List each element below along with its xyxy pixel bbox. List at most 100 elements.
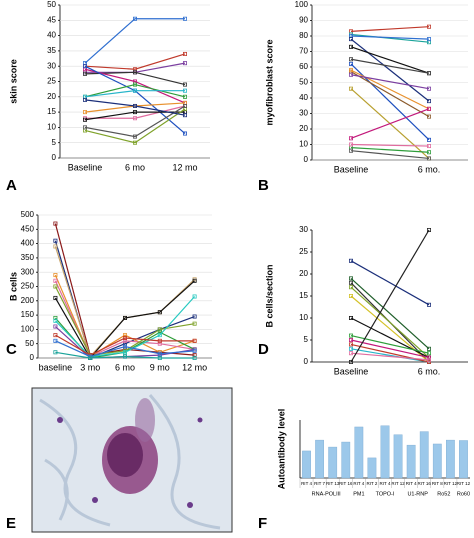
- point: [132, 82, 137, 87]
- y-tick-label: 25: [299, 247, 308, 256]
- bar: [432, 443, 442, 479]
- bar: [406, 444, 416, 479]
- series-line: [350, 348, 430, 363]
- y-tick-label: 50: [25, 339, 34, 348]
- series-line: [350, 147, 430, 153]
- x-tick-label: RIT 4: [301, 481, 312, 486]
- point: [53, 295, 58, 300]
- series-line: [84, 68, 186, 104]
- group-label: Ro52: [437, 491, 450, 497]
- x-tick-label: RIT 4: [380, 481, 391, 486]
- point: [348, 86, 353, 91]
- series-line: [54, 296, 196, 358]
- y-tick-label: 10: [299, 140, 308, 149]
- y-axis-label: myofibroblast score: [264, 39, 274, 125]
- point: [192, 355, 197, 360]
- series-line: [350, 108, 430, 139]
- point: [53, 238, 58, 243]
- panel-label: B: [258, 177, 269, 194]
- y-axis-label: B cells: [8, 272, 18, 301]
- y-tick-label: 30: [47, 61, 56, 70]
- point: [192, 278, 197, 283]
- y-tick-label: 70: [299, 47, 308, 56]
- point: [348, 337, 353, 342]
- x-tick-label: RIT 8: [432, 481, 443, 486]
- point: [192, 348, 197, 353]
- series-line: [350, 38, 430, 102]
- point: [426, 37, 431, 42]
- x-tick-label: RIT 2: [366, 481, 377, 486]
- point: [348, 293, 353, 298]
- y-tick-label: 0: [304, 155, 309, 164]
- point: [53, 350, 58, 355]
- point: [426, 71, 431, 76]
- point: [88, 355, 93, 360]
- y-tick-label: 100: [295, 0, 309, 9]
- y-axis-label: B cells/section: [264, 264, 274, 327]
- point: [53, 221, 58, 226]
- point: [132, 16, 137, 21]
- point: [348, 136, 353, 141]
- series-line: [350, 150, 430, 160]
- point: [192, 321, 197, 326]
- point: [348, 57, 353, 62]
- x-tick-label: 6 mo.: [418, 164, 441, 174]
- y-tick-label: 90: [299, 16, 308, 25]
- point: [53, 318, 58, 323]
- series-line: [350, 46, 430, 74]
- y-tick-label: 20: [47, 92, 56, 101]
- point: [53, 333, 58, 338]
- point: [348, 333, 353, 338]
- point: [123, 344, 128, 349]
- bar: [328, 446, 338, 479]
- y-tick-label: 15: [47, 107, 56, 116]
- point: [426, 346, 431, 351]
- group-label: TOPO-I: [376, 491, 395, 497]
- x-tick-label: 12 mo: [182, 362, 207, 372]
- point: [157, 355, 162, 360]
- point: [182, 88, 187, 93]
- y-tick-label: 60: [299, 62, 308, 71]
- point: [426, 351, 431, 356]
- group-label: U1-RNP: [407, 491, 428, 497]
- point: [348, 351, 353, 356]
- series-line: [350, 26, 430, 32]
- y-tick-label: 0: [304, 357, 309, 366]
- point: [348, 148, 353, 153]
- y-tick-label: 100: [21, 325, 35, 334]
- y-tick-label: 5: [304, 335, 309, 344]
- x-tick-label: 12 mo: [172, 162, 197, 172]
- point: [426, 150, 431, 155]
- bar: [302, 450, 311, 479]
- series-line: [350, 229, 430, 363]
- point: [348, 276, 353, 281]
- point: [426, 357, 431, 362]
- series-line: [350, 339, 430, 359]
- x-tick-label: Baseline: [68, 162, 103, 172]
- point: [182, 131, 187, 136]
- point: [53, 244, 58, 249]
- point: [123, 335, 128, 340]
- bar: [393, 434, 403, 479]
- x-tick-label: RIT 4: [353, 481, 364, 486]
- point: [426, 302, 431, 307]
- y-tick-label: 15: [299, 291, 308, 300]
- x-tick-label: 6 mo.: [418, 366, 441, 376]
- y-tick-label: 50: [47, 0, 56, 9]
- bar: [367, 457, 377, 479]
- y-tick-label: 10: [47, 123, 56, 132]
- x-tick-label: RIT 12: [391, 481, 405, 486]
- y-tick-label: 40: [47, 31, 56, 40]
- series-line: [350, 58, 430, 74]
- point: [182, 51, 187, 56]
- point: [426, 227, 431, 232]
- series-line: [84, 105, 186, 138]
- x-tick-label: Baseline: [334, 164, 369, 174]
- x-tick-label: 3 mo: [80, 362, 100, 372]
- point: [348, 342, 353, 347]
- point: [348, 142, 353, 147]
- point: [83, 125, 88, 130]
- point: [192, 338, 197, 343]
- series-line: [350, 71, 430, 118]
